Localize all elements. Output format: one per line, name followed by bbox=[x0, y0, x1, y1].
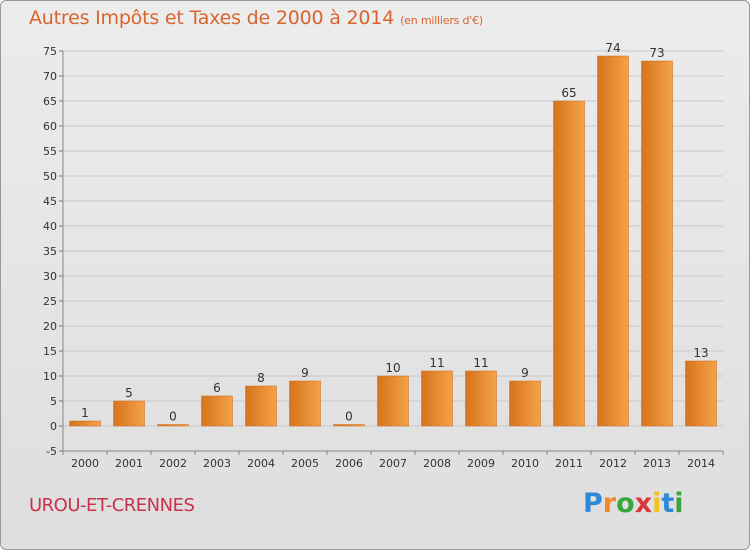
x-tick-label: 2014 bbox=[687, 457, 715, 470]
bar bbox=[641, 60, 673, 427]
data-label: 11 bbox=[473, 356, 488, 370]
logo-letter: o bbox=[616, 488, 635, 519]
axes bbox=[59, 50, 724, 455]
bar bbox=[289, 380, 321, 427]
data-label: 8 bbox=[257, 371, 265, 385]
y-tick-label: 75 bbox=[43, 45, 57, 58]
logo-letter: i bbox=[652, 488, 662, 519]
y-tick-label: 15 bbox=[43, 345, 57, 358]
logo-letter: i bbox=[674, 488, 684, 519]
data-label: 73 bbox=[649, 46, 664, 60]
bar bbox=[113, 400, 145, 427]
bar bbox=[333, 424, 365, 427]
y-tick-label: 25 bbox=[43, 295, 57, 308]
chart-title-text: Autres Impôts et Taxes de 2000 à 2014 bbox=[29, 7, 395, 29]
logo-letter: r bbox=[602, 488, 617, 519]
unit-note: (en milliers d'€) bbox=[400, 14, 483, 27]
y-tick-label: 60 bbox=[43, 120, 57, 133]
x-tick-label: 2007 bbox=[379, 457, 407, 470]
x-tick-label: 2004 bbox=[247, 457, 275, 470]
x-tick-label: 2002 bbox=[159, 457, 187, 470]
data-label: 9 bbox=[521, 366, 529, 380]
y-tick-label: 70 bbox=[43, 70, 57, 83]
y-tick-label: 5 bbox=[50, 395, 57, 408]
data-label: 11 bbox=[429, 356, 444, 370]
data-label: 1 bbox=[81, 406, 89, 420]
bar bbox=[685, 360, 717, 427]
x-tick-label: 2011 bbox=[555, 457, 583, 470]
y-tick-label: 0 bbox=[50, 420, 57, 433]
logo-letter: t bbox=[661, 488, 675, 519]
data-label: 6 bbox=[213, 381, 221, 395]
bar bbox=[509, 380, 541, 427]
commune-name: UROU-ET-CRENNES bbox=[29, 495, 195, 516]
y-tick-label: 30 bbox=[43, 270, 57, 283]
proxiti-logo: Proxiti bbox=[583, 488, 684, 519]
bar bbox=[69, 420, 101, 427]
x-tick-label: 2008 bbox=[423, 457, 451, 470]
x-tick-label: 2013 bbox=[643, 457, 671, 470]
x-tick-label: 2010 bbox=[511, 457, 539, 470]
data-label: 13 bbox=[693, 346, 708, 360]
y-tick-label: 50 bbox=[43, 170, 57, 183]
y-tick-label: 65 bbox=[43, 95, 57, 108]
x-tick-label: 2001 bbox=[115, 457, 143, 470]
data-label: 0 bbox=[345, 410, 353, 424]
bar bbox=[553, 100, 585, 427]
x-tick-label: 2006 bbox=[335, 457, 363, 470]
y-tick-label: -5 bbox=[46, 445, 57, 458]
logo-letter: x bbox=[634, 488, 653, 519]
bar bbox=[245, 385, 277, 427]
y-tick-label: 45 bbox=[43, 195, 57, 208]
data-labels: 1 5 0 6 8 9 0 10 11 11 9 65 74 73 13 bbox=[81, 41, 708, 424]
x-tick-label: 2012 bbox=[599, 457, 627, 470]
x-tick-label: 2009 bbox=[467, 457, 495, 470]
y-tick-label: 35 bbox=[43, 245, 57, 258]
bar bbox=[157, 424, 189, 427]
logo-letter: P bbox=[583, 488, 603, 519]
x-tick-label: 2005 bbox=[291, 457, 319, 470]
y-tick-label: 55 bbox=[43, 145, 57, 158]
bar bbox=[421, 370, 453, 427]
y-tick-label: 40 bbox=[43, 220, 57, 233]
data-label: 5 bbox=[125, 386, 133, 400]
data-label: 0 bbox=[169, 410, 177, 424]
bars bbox=[69, 55, 717, 427]
chart-title: Autres Impôts et Taxes de 2000 à 2014 (en… bbox=[29, 7, 483, 29]
bar bbox=[201, 395, 233, 427]
bar bbox=[465, 370, 497, 427]
data-label: 74 bbox=[605, 41, 620, 55]
data-label: 65 bbox=[561, 86, 576, 100]
bar bbox=[597, 55, 629, 427]
data-label: 9 bbox=[301, 366, 309, 380]
x-tick-label: 2003 bbox=[203, 457, 231, 470]
x-tick-label: 2000 bbox=[71, 457, 99, 470]
y-tick-label: 20 bbox=[43, 320, 57, 333]
data-label: 10 bbox=[385, 361, 400, 375]
bar bbox=[377, 375, 409, 427]
y-tick-label: 10 bbox=[43, 370, 57, 383]
